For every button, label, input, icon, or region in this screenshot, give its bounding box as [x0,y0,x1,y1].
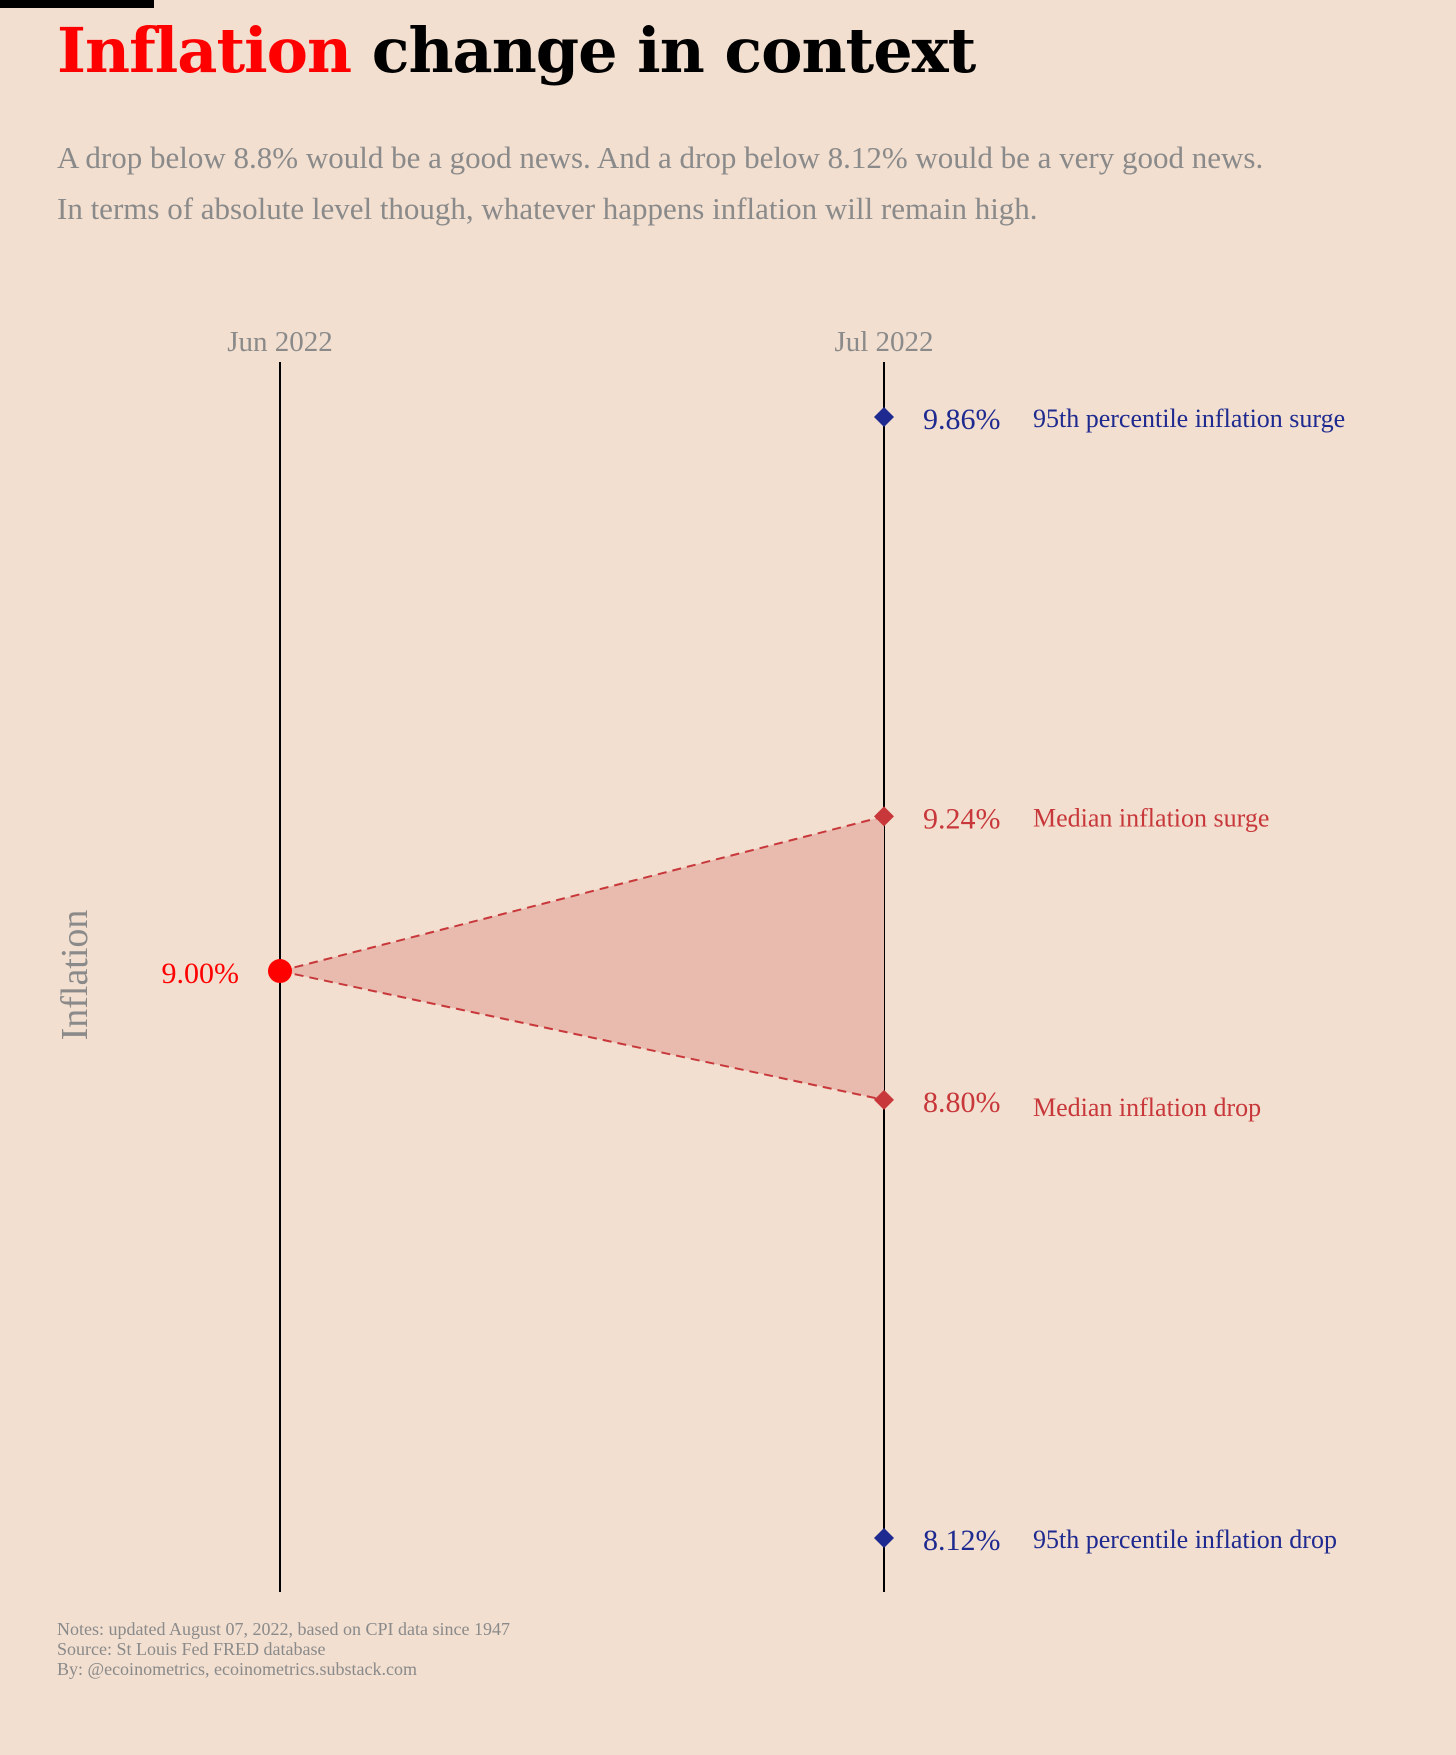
subtitle-line-2: In terms of absolute level though, whate… [57,191,1038,226]
median-range-band [280,816,884,1100]
dashed-line-median-inflation-drop [279,970,885,1101]
top-accent-bar [0,0,154,8]
marker-median-inflation-surge [874,806,894,827]
marker-95th-percentile-inflation-surge [874,407,894,427]
value-label-median-inflation-surge: 9.24% [923,802,1001,835]
chart-notes: Notes: updated August 07, 2022, based on… [57,1619,510,1679]
scenario-label-95th-percentile-inflation-surge: 95th percentile inflation surge [1033,404,1345,433]
x-tick-label: Jul 2022 [834,326,933,358]
notes-line: Notes: updated August 07, 2022, based on… [57,1619,510,1639]
title-rest: change in context [371,14,977,87]
byline: By: @ecoinometrics, ecoinometrics.substa… [57,1659,417,1679]
title-accent: Inflation [57,14,352,87]
marker-95th-percentile-inflation-drop [874,1528,894,1548]
scenario-label-median-inflation-surge: Median inflation surge [1033,803,1269,832]
x-tick-label: Jun 2022 [227,326,333,358]
value-label-95th-percentile-inflation-surge: 9.86% [923,403,1001,436]
value-label-95th-percentile-inflation-drop: 8.12% [923,1524,1001,1557]
y-axis-label: Inflation [54,910,96,1041]
current-point [268,959,292,984]
scenario-label-median-inflation-drop: Median inflation drop [1033,1093,1261,1122]
subtitle-line-1: A drop below 8.8% would be a good news. … [57,140,1264,175]
scenario-label-95th-percentile-inflation-drop: 95th percentile inflation drop [1033,1525,1337,1554]
value-label-median-inflation-drop: 8.80% [923,1086,1001,1119]
chart-title: Inflation change in context [57,14,977,87]
current-value-label: 9.00% [162,957,240,990]
chart-subtitle: A drop below 8.8% would be a good news. … [57,132,1447,234]
source-line: Source: St Louis Fed FRED database [57,1639,326,1659]
marker-median-inflation-drop [874,1089,894,1110]
